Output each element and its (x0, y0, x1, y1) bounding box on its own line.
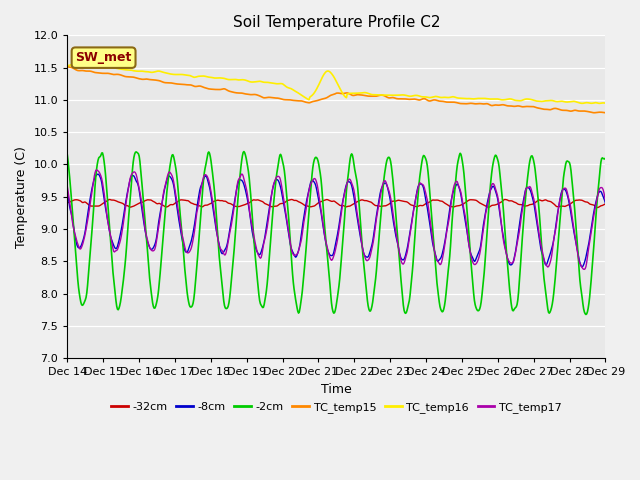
TC_temp16 (602, 100, 609, 106)
TC_temp16 (418, 94, 426, 100)
-2cm (212, 201, 220, 206)
-8cm (579, 264, 586, 270)
TC_temp15 (212, 86, 220, 92)
-32cm (63, 200, 71, 205)
TC_temp17 (73, 239, 81, 245)
TC_temp16 (184, 72, 191, 78)
-32cm (501, 197, 509, 203)
-2cm (129, 167, 136, 173)
Line: -2cm: -2cm (67, 152, 605, 314)
TC_temp15 (73, 68, 81, 73)
-8cm (184, 248, 191, 254)
TC_temp17 (184, 250, 191, 256)
-2cm (240, 149, 248, 155)
-8cm (63, 187, 71, 193)
-8cm (418, 182, 426, 188)
Text: SW_met: SW_met (76, 51, 132, 64)
Line: -8cm: -8cm (67, 174, 605, 267)
TC_temp17 (212, 225, 220, 230)
Y-axis label: Temperature (C): Temperature (C) (15, 146, 28, 248)
TC_temp17 (93, 167, 100, 173)
-8cm (73, 242, 81, 248)
-8cm (94, 171, 102, 177)
-2cm (418, 158, 426, 164)
Title: Soil Temperature Profile C2: Soil Temperature Profile C2 (232, 15, 440, 30)
TC_temp17 (602, 197, 609, 203)
TC_temp15 (129, 74, 136, 80)
Line: TC_temp15: TC_temp15 (67, 67, 605, 113)
TC_temp15 (402, 96, 410, 102)
TC_temp16 (74, 62, 82, 68)
-32cm (212, 198, 220, 204)
TC_temp15 (417, 96, 425, 102)
-8cm (212, 228, 220, 233)
-32cm (73, 197, 81, 203)
TC_temp17 (63, 184, 71, 190)
Line: TC_temp17: TC_temp17 (67, 170, 605, 269)
-32cm (417, 203, 425, 208)
Line: -32cm: -32cm (67, 200, 605, 207)
TC_temp16 (212, 75, 220, 81)
TC_temp16 (403, 93, 410, 98)
TC_temp16 (70, 62, 77, 68)
TC_temp16 (596, 100, 604, 106)
-2cm (63, 152, 71, 158)
-8cm (403, 249, 410, 255)
-8cm (129, 173, 137, 179)
TC_temp17 (403, 252, 410, 258)
TC_temp16 (63, 63, 71, 69)
X-axis label: Time: Time (321, 383, 352, 396)
-8cm (602, 200, 609, 206)
Line: TC_temp16: TC_temp16 (67, 65, 605, 103)
TC_temp15 (183, 82, 191, 88)
-32cm (129, 204, 136, 209)
TC_temp17 (418, 181, 426, 187)
-2cm (602, 156, 609, 162)
TC_temp15 (590, 110, 598, 116)
TC_temp16 (129, 68, 137, 73)
-2cm (403, 310, 410, 315)
TC_temp15 (63, 64, 71, 70)
Legend: -32cm, -8cm, -2cm, TC_temp15, TC_temp16, TC_temp17: -32cm, -8cm, -2cm, TC_temp15, TC_temp16,… (107, 397, 566, 417)
-2cm (582, 312, 589, 317)
-2cm (183, 289, 191, 295)
-2cm (73, 268, 81, 274)
-32cm (402, 199, 410, 204)
TC_temp17 (580, 266, 588, 272)
-32cm (593, 204, 601, 210)
TC_temp17 (129, 169, 137, 175)
TC_temp15 (602, 110, 609, 116)
-32cm (183, 198, 191, 204)
-32cm (602, 201, 609, 207)
